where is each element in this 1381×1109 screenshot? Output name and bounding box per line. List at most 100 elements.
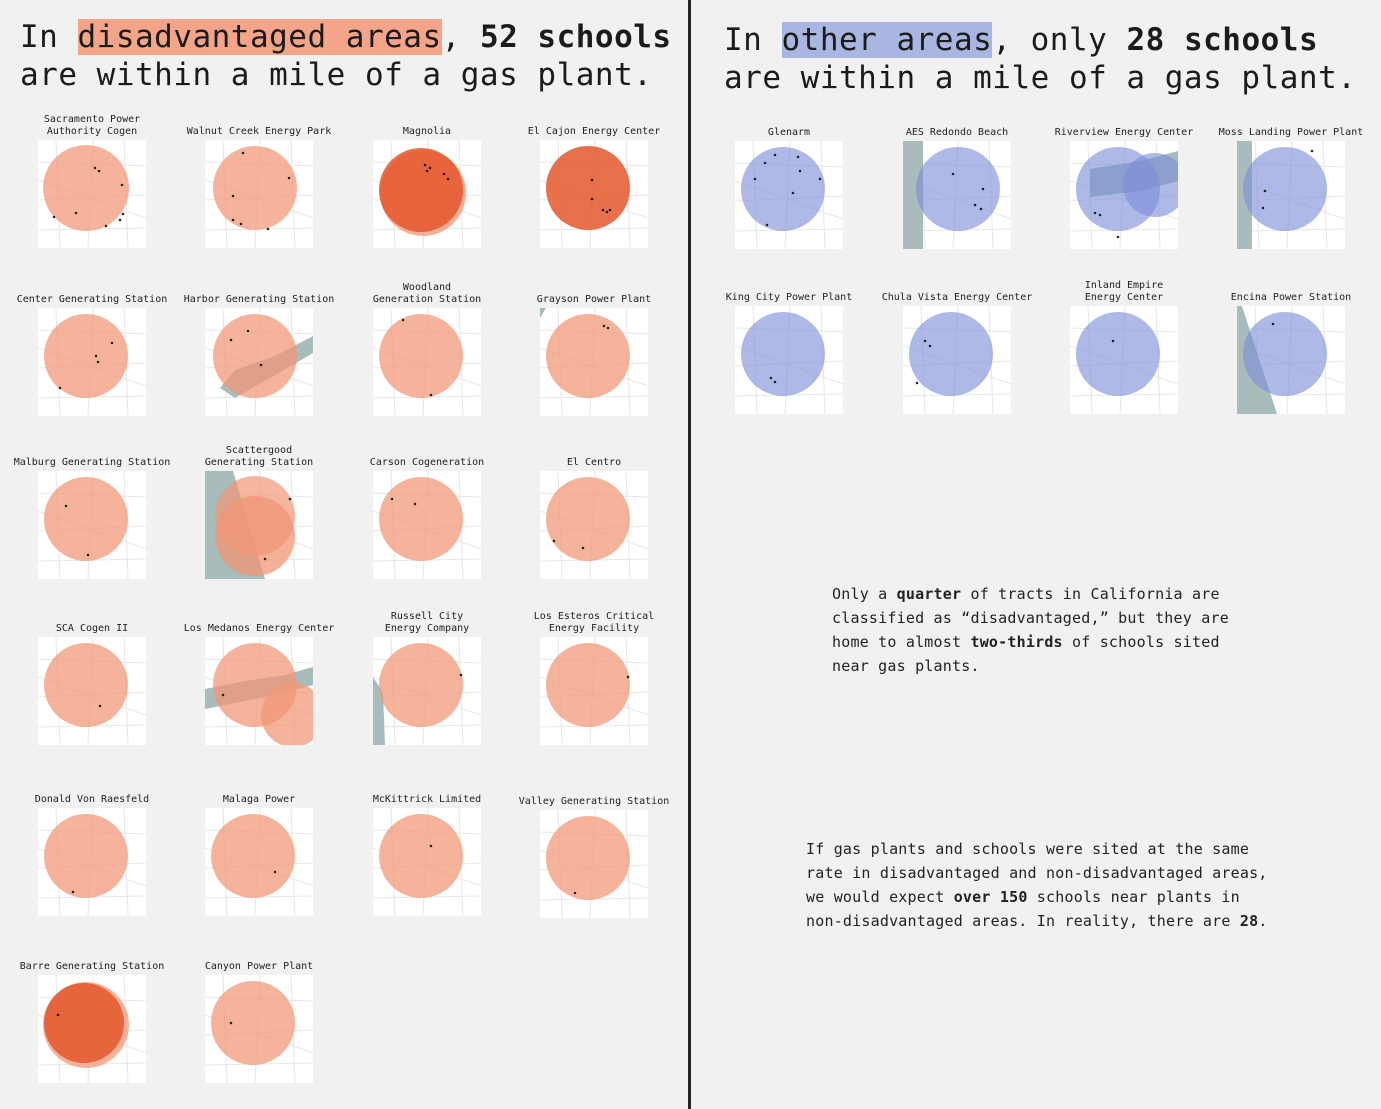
plant-name: Donald Von Raesfeld (34, 794, 150, 805)
plant-name: El Cajon Energy Center (527, 126, 661, 137)
headline-other: In other areas, only 28 schools are with… (724, 21, 1356, 97)
plant-name-label: McKittrick Limited (343, 780, 511, 806)
plant-name: Riverview Energy Center (1054, 127, 1194, 138)
plant-map (205, 308, 313, 416)
highlight-other-areas: other areas (781, 22, 993, 58)
school-dot (241, 151, 245, 155)
headline-disadvantaged: In disadvantaged areas, 52 schools are w… (20, 18, 672, 94)
one-mile-radius (43, 145, 129, 231)
school-dot (231, 194, 235, 198)
plant-name-label: Valley Generating Station (510, 782, 678, 808)
school-dot (121, 212, 125, 216)
school-dot (74, 211, 78, 215)
plant-name-label: Barre Generating Station (8, 947, 176, 973)
plant-map (205, 808, 313, 916)
headline-prefix: In (20, 19, 78, 55)
plant-map (38, 808, 146, 916)
plant-name-label: Riverview Energy Center (1040, 113, 1208, 139)
plant-name: Harbor Generating Station (183, 294, 335, 305)
plant-name-label: Moss Landing Power Plant (1207, 113, 1375, 139)
one-mile-radius (546, 314, 630, 398)
one-mile-radius (741, 147, 825, 231)
one-mile-radius (211, 814, 295, 898)
one-mile-radius (379, 814, 463, 898)
plant-map (735, 306, 843, 414)
note-text: of schools sited near gas plants. (832, 633, 1220, 675)
plant-map (1237, 306, 1345, 414)
plant-name: McKittrick Limited (372, 794, 482, 805)
plant-name: SCA Cogen II (55, 623, 129, 634)
one-mile-radius (213, 314, 297, 398)
plant-map (205, 471, 313, 579)
plant-map (38, 308, 146, 416)
school-count-other: 28 schools (1126, 22, 1319, 58)
plant-name-label: Woodland Generation Station (343, 280, 511, 306)
school-dot (231, 218, 235, 222)
plant-name-label: El Cajon Energy Center (510, 112, 678, 138)
plant-name: AES Redondo Beach (905, 127, 1009, 138)
note-text: If gas plants and schools were sited at … (806, 840, 1268, 906)
plant-name: Woodland Generation Station (372, 282, 482, 305)
note-text: of tracts in California are classified a… (832, 585, 1229, 651)
plant-map (540, 810, 648, 918)
highlight-disadvantaged-areas: disadvantaged areas (77, 19, 442, 55)
one-mile-radius (261, 683, 313, 745)
one-mile-radius (546, 477, 630, 561)
note-emphasis-two-thirds: two-thirds (970, 633, 1063, 651)
plant-name: Malaga Power (222, 794, 296, 805)
plant-name: King City Power Plant (725, 292, 853, 303)
one-mile-radius (546, 643, 630, 727)
headline-separator: , (441, 19, 480, 55)
water-body (903, 141, 923, 249)
plant-name: Inland Empire Energy Center (1084, 280, 1164, 303)
one-mile-radius (215, 496, 295, 576)
plant-name-label: Magnolia (343, 112, 511, 138)
plant-name: Carson Cogeneration (369, 457, 485, 468)
one-mile-radius (379, 477, 463, 561)
plant-name-label: El Centro (510, 443, 678, 469)
one-mile-radius (916, 147, 1000, 231)
plant-map (38, 637, 146, 745)
plant-name: Walnut Creek Energy Park (186, 126, 332, 137)
headline-line2: are within a mile of a gas plant. (724, 60, 1357, 96)
plant-name-label: Grayson Power Plant (510, 280, 678, 306)
plant-name: Center Generating Station (16, 294, 168, 305)
plant-map (38, 975, 146, 1083)
one-mile-radius (44, 814, 128, 898)
one-mile-radius (1243, 312, 1327, 396)
headline-separator: , only (992, 22, 1127, 58)
plant-map (1070, 306, 1178, 414)
one-mile-radius (44, 983, 124, 1063)
one-mile-radius (44, 477, 128, 561)
note-text: . (1258, 912, 1268, 930)
plant-name: Valley Generating Station (518, 796, 670, 807)
one-mile-radius (379, 148, 463, 232)
one-mile-radius (44, 643, 128, 727)
headline-line2: are within a mile of a gas plant. (20, 57, 653, 93)
plant-name-label: Harbor Generating Station (175, 280, 343, 306)
plant-name-label: King City Power Plant (705, 278, 873, 304)
plant-name-label: Canyon Power Plant (175, 947, 343, 973)
plant-name: Grayson Power Plant (536, 294, 652, 305)
note-emphasis-over-150: over 150 (953, 888, 1028, 906)
one-mile-radius (1076, 312, 1160, 396)
note-emphasis-quarter: quarter (896, 585, 962, 603)
plant-name-label: AES Redondo Beach (873, 113, 1041, 139)
plant-name: Magnolia (402, 126, 452, 137)
plant-name: Glenarm (767, 127, 811, 138)
plant-name-label: Encina Power Station (1207, 278, 1375, 304)
school-dot (97, 169, 101, 173)
plant-map (903, 306, 1011, 414)
school-dot (239, 222, 243, 226)
plant-name: Barre Generating Station (19, 961, 165, 972)
plant-map (373, 471, 481, 579)
plant-map (540, 308, 648, 416)
plant-name-label: Chula Vista Energy Center (873, 278, 1041, 304)
one-mile-radius (546, 146, 630, 230)
headline-prefix: In (724, 22, 782, 58)
one-mile-radius (44, 314, 128, 398)
plant-name: Los Esteros Critical Energy Facility (533, 611, 655, 634)
plant-name-label: Carson Cogeneration (343, 443, 511, 469)
plant-map (373, 808, 481, 916)
note-expected-rate: If gas plants and schools were sited at … (806, 837, 1268, 933)
